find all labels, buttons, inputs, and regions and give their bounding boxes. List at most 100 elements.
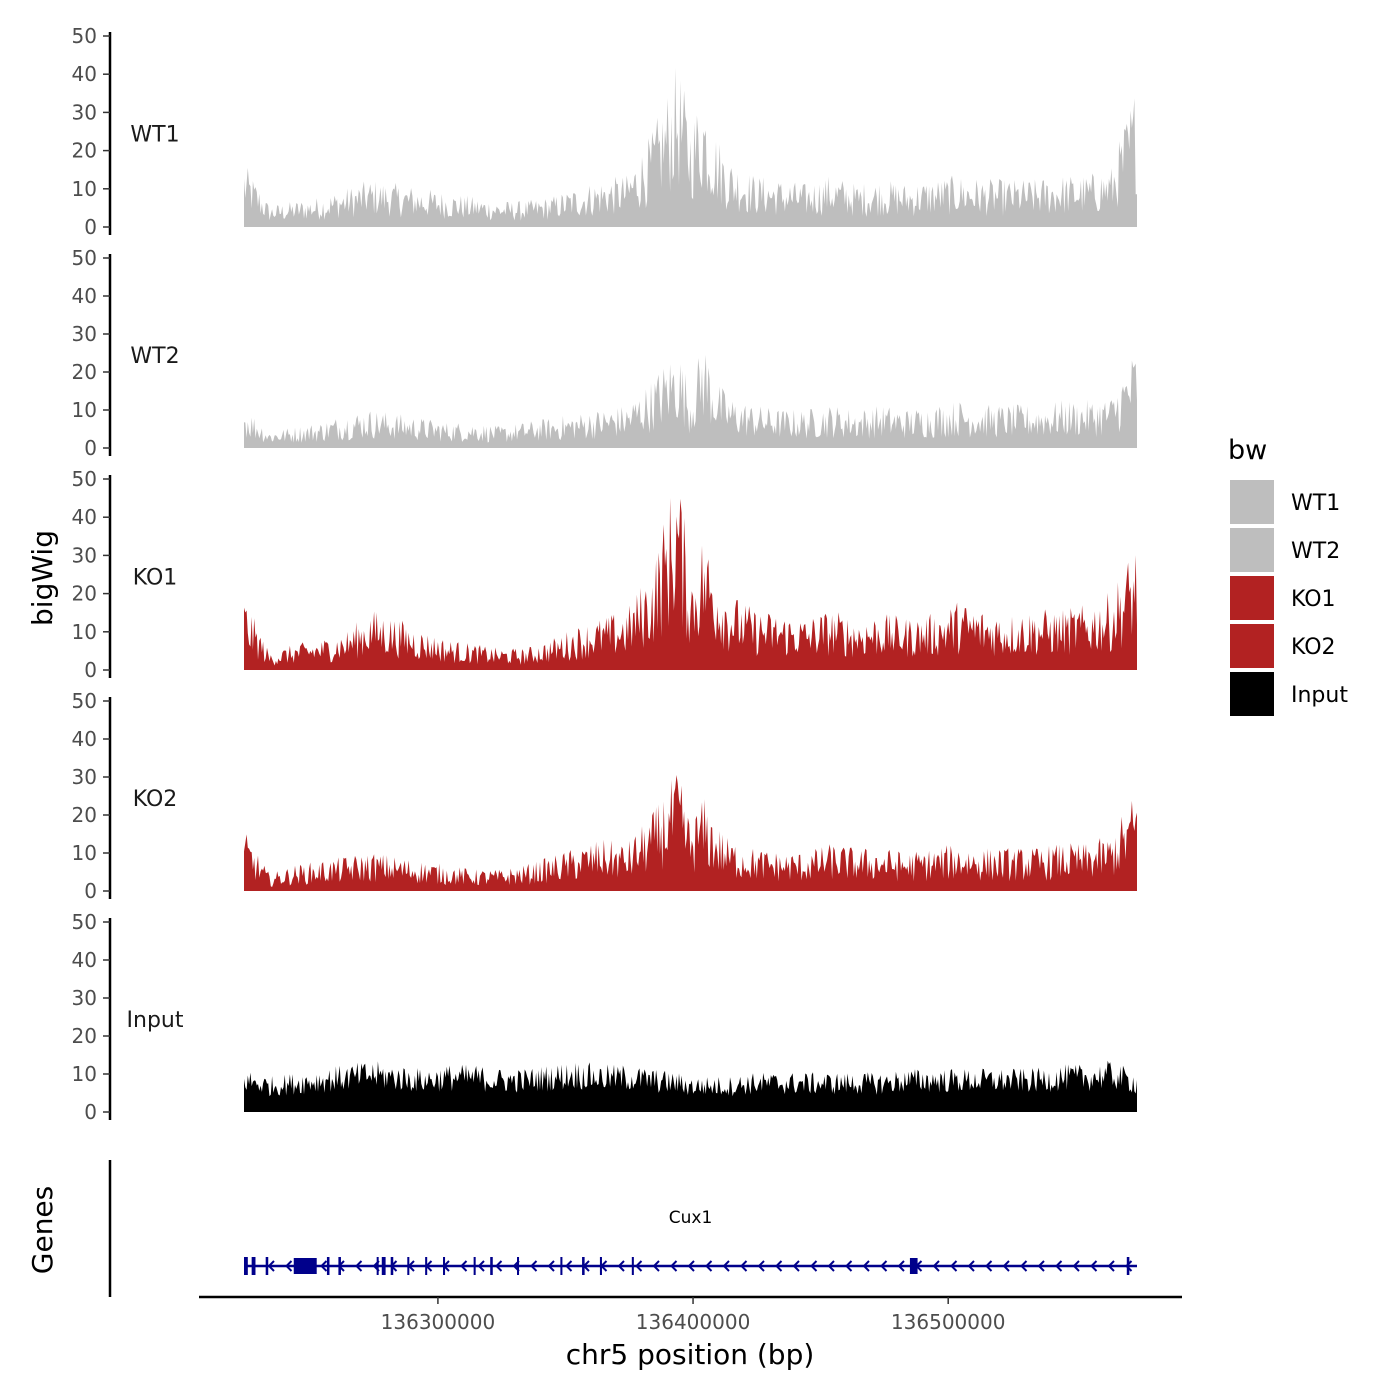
y-tick-label: 30 bbox=[72, 543, 97, 567]
exon bbox=[326, 1257, 330, 1275]
exon bbox=[407, 1257, 410, 1275]
track-ko2: 0 10 20 30 40 50 KO2 bbox=[72, 689, 1137, 903]
strand-arrow bbox=[1037, 1260, 1045, 1272]
legend-item-ko2: KO2 bbox=[1230, 624, 1336, 668]
y-tick-label: 20 bbox=[72, 360, 97, 384]
legend-swatch bbox=[1230, 624, 1274, 668]
exon bbox=[631, 1257, 634, 1275]
y-tick-label: 50 bbox=[72, 910, 97, 934]
strand-arrow bbox=[670, 1260, 678, 1272]
strand-arrow bbox=[652, 1260, 660, 1272]
strand-arrow bbox=[1072, 1260, 1080, 1272]
y-tick-label: 20 bbox=[72, 582, 97, 606]
strand-arrow bbox=[477, 1260, 485, 1272]
y-tick-label: 40 bbox=[72, 284, 97, 308]
strand-arrow bbox=[862, 1260, 870, 1272]
strand-arrow bbox=[705, 1260, 713, 1272]
y-tick-label: 40 bbox=[72, 948, 97, 972]
coverage-area-wt2 bbox=[244, 354, 1137, 448]
strand-arrow bbox=[285, 1260, 293, 1272]
strand-arrow bbox=[565, 1260, 573, 1272]
strand-arrow bbox=[722, 1260, 730, 1272]
strand-arrow bbox=[792, 1260, 800, 1272]
strand-arrow bbox=[460, 1260, 468, 1272]
legend-swatch bbox=[1230, 576, 1274, 620]
exon bbox=[443, 1257, 446, 1275]
exon bbox=[599, 1257, 602, 1275]
track-wt2: 0 10 20 30 40 50 WT2 bbox=[72, 246, 1137, 460]
exon bbox=[490, 1257, 493, 1275]
genes-axis-title: Genes bbox=[26, 1186, 59, 1274]
strand-arrow bbox=[932, 1260, 940, 1272]
y-tick-label: 20 bbox=[72, 139, 97, 163]
strand-arrow bbox=[1055, 1260, 1063, 1272]
exon bbox=[582, 1257, 585, 1275]
y-tick-label: 10 bbox=[72, 620, 97, 644]
gene-label: Cux1 bbox=[669, 1208, 713, 1228]
exon bbox=[265, 1257, 269, 1275]
strand-arrow bbox=[617, 1260, 625, 1272]
exon bbox=[293, 1258, 317, 1274]
y-tick-label: 30 bbox=[72, 100, 97, 124]
strand-arrow bbox=[530, 1260, 538, 1272]
strand-arrow bbox=[355, 1260, 363, 1272]
x-axis: 136300000 136400000 136500000 bbox=[199, 1295, 1182, 1334]
exon bbox=[381, 1257, 386, 1275]
exon bbox=[338, 1257, 341, 1275]
tracks-area: 0 10 20 30 40 50 WT1 0 10 20 30 40 50 WT2 0 10 20 30 40 50 K… bbox=[72, 24, 1137, 1124]
y-tick-label: 50 bbox=[72, 467, 97, 491]
coverage-area-ko2 bbox=[244, 775, 1137, 891]
strand-arrow bbox=[1090, 1260, 1098, 1272]
track-label: KO2 bbox=[133, 787, 178, 812]
track-input: 0 10 20 30 40 50 Input bbox=[72, 910, 1137, 1124]
strand-arrow bbox=[320, 1260, 328, 1272]
track-label: WT1 bbox=[130, 123, 179, 148]
coverage-area-input bbox=[244, 1060, 1137, 1112]
legend-label: Input bbox=[1291, 683, 1348, 708]
exon bbox=[244, 1257, 248, 1275]
strand-arrow bbox=[1125, 1260, 1133, 1272]
legend: bw WT1 WT2 KO1 KO2 Input bbox=[1228, 435, 1348, 716]
legend-swatch bbox=[1230, 672, 1274, 716]
exon bbox=[909, 1258, 918, 1274]
y-tick-label: 40 bbox=[72, 505, 97, 529]
exon bbox=[390, 1257, 394, 1275]
track-label: Input bbox=[127, 1008, 184, 1033]
legend-label: WT2 bbox=[1291, 539, 1340, 564]
strand-arrow bbox=[1107, 1260, 1115, 1272]
strand-arrow bbox=[740, 1260, 748, 1272]
strand-arrow bbox=[687, 1260, 695, 1272]
legend-swatch bbox=[1230, 528, 1274, 572]
track-label: WT2 bbox=[130, 344, 179, 369]
y-tick-label: 40 bbox=[72, 727, 97, 751]
y-tick-label: 10 bbox=[72, 398, 97, 422]
y-tick-label: 0 bbox=[84, 879, 97, 903]
x-tick-label: 136500000 bbox=[891, 1310, 1006, 1334]
legend-item-ko1: KO1 bbox=[1230, 576, 1336, 620]
y-tick-label: 20 bbox=[72, 803, 97, 827]
y-tick-label: 30 bbox=[72, 765, 97, 789]
legend-title: bw bbox=[1228, 435, 1267, 466]
track-wt1: 0 10 20 30 40 50 WT1 bbox=[72, 24, 1137, 239]
legend-item-wt2: WT2 bbox=[1230, 528, 1340, 572]
y-tick-label: 50 bbox=[72, 689, 97, 713]
exon bbox=[560, 1257, 563, 1275]
strand-arrow bbox=[845, 1260, 853, 1272]
exon bbox=[517, 1257, 520, 1275]
legend-label: KO1 bbox=[1291, 587, 1336, 612]
y-axis-title: bigWig bbox=[26, 530, 59, 626]
strand-arrow bbox=[757, 1260, 765, 1272]
y-tick-label: 0 bbox=[84, 1100, 97, 1124]
strand-arrow bbox=[810, 1260, 818, 1272]
y-tick-label: 50 bbox=[72, 246, 97, 270]
y-tick-label: 30 bbox=[72, 986, 97, 1010]
legend-item-wt1: WT1 bbox=[1230, 480, 1340, 524]
strand-arrow bbox=[880, 1260, 888, 1272]
strand-arrow bbox=[267, 1260, 275, 1272]
y-tick-label: 10 bbox=[72, 1062, 97, 1086]
exon bbox=[376, 1257, 379, 1275]
strand-arrow bbox=[985, 1260, 993, 1272]
y-tick-label: 10 bbox=[72, 841, 97, 865]
exon bbox=[251, 1257, 256, 1275]
